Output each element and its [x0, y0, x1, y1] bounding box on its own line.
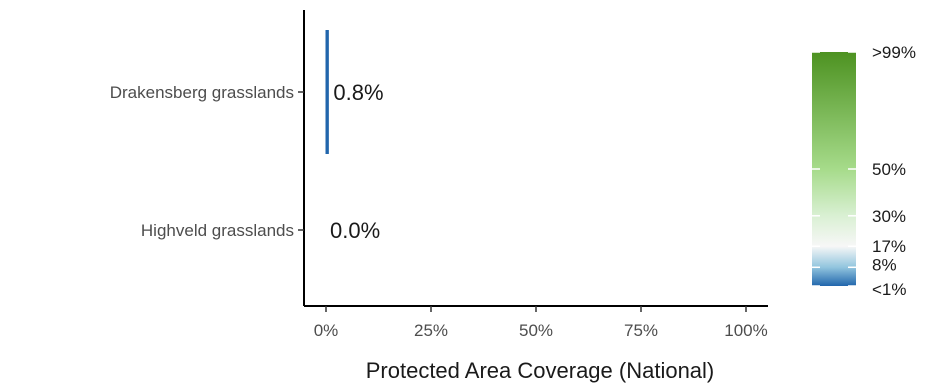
- x-tick-label: 25%: [414, 321, 448, 340]
- x-tick-label: 100%: [724, 321, 767, 340]
- y-tick-label: Drakensberg grasslands: [110, 83, 294, 102]
- bars: [325, 30, 329, 154]
- x-tick-label: 0%: [314, 321, 339, 340]
- colorbar-label: 8%: [872, 255, 897, 274]
- data-label: 0.0%: [330, 218, 380, 243]
- colorbar-label: >99%: [872, 43, 916, 62]
- colorbar-label: 50%: [872, 160, 906, 179]
- y-tick-labels: Drakensberg grasslands Highveld grassland…: [110, 83, 294, 240]
- y-tick-label: Highveld grasslands: [141, 221, 294, 240]
- data-label: 0.8%: [333, 80, 383, 105]
- x-tick-label: 75%: [624, 321, 658, 340]
- x-tick-labels: 0% 25% 50% 75% 100%: [314, 321, 768, 340]
- x-tick-label: 50%: [519, 321, 553, 340]
- colorbar-label: 17%: [872, 237, 906, 256]
- bar: [325, 30, 329, 154]
- x-axis-title: Protected Area Coverage (National): [366, 358, 715, 383]
- colorbar-label: 30%: [872, 207, 906, 226]
- colorbar-legend: >99% 50% 30% 17%8% <1%: [812, 43, 916, 299]
- data-labels: 0.8% 0.0%: [330, 80, 384, 243]
- colorbar-label: <1%: [872, 280, 907, 299]
- plot-area: [298, 10, 768, 312]
